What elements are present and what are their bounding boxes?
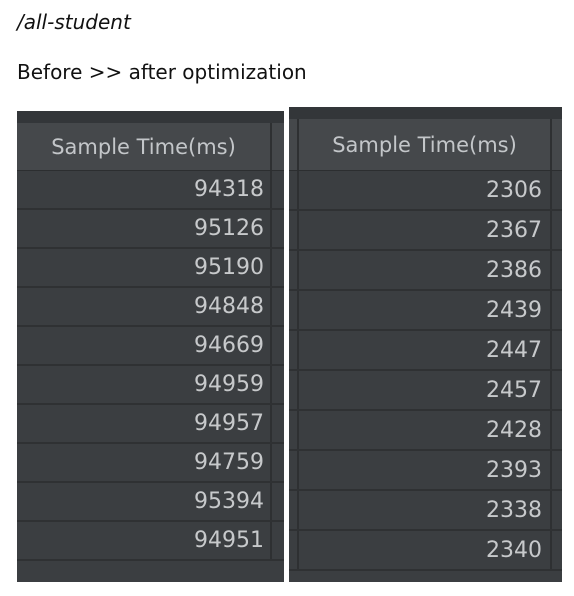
column-divider [297, 451, 299, 489]
table-header: Sample Time(ms) [289, 119, 562, 171]
sample-time-cell: 2306 [486, 177, 542, 203]
column-divider [297, 291, 299, 329]
table-top-strip [289, 107, 562, 119]
table-row[interactable]: 2340 [289, 531, 562, 571]
column-divider [550, 411, 552, 449]
table-header: Sample Time(ms) [17, 123, 284, 171]
table-row[interactable]: 95126 [17, 210, 284, 249]
table-row[interactable]: 2447 [289, 331, 562, 371]
column-divider [270, 249, 272, 286]
sample-time-cell: 94759 [194, 450, 264, 475]
column-divider [550, 291, 552, 329]
column-divider [550, 451, 552, 489]
column-divider [297, 411, 299, 449]
table-row[interactable]: 2439 [289, 291, 562, 331]
page-subtitle: Before >> after optimization [17, 60, 307, 84]
column-divider [297, 171, 299, 209]
after-table-screenshot: Sample Time(ms) 2306 2367 2386 2439 2447 2457… [289, 107, 562, 582]
column-divider [297, 211, 299, 249]
column-divider [297, 331, 299, 369]
table-row[interactable]: 94957 [17, 405, 284, 444]
column-header-sample-time[interactable]: Sample Time(ms) [17, 123, 272, 170]
table-row[interactable]: 94951 [17, 522, 284, 561]
table-row[interactable]: 95394 [17, 483, 284, 522]
table-row[interactable]: 94318 [17, 171, 284, 210]
sample-time-cell: 94669 [194, 333, 264, 358]
sample-time-cell: 2457 [486, 377, 542, 403]
column-divider [270, 405, 272, 442]
column-divider [270, 366, 272, 403]
column-divider [270, 210, 272, 247]
page-title: /all-student [17, 10, 131, 34]
table-row[interactable]: 95190 [17, 249, 284, 288]
column-divider [270, 171, 272, 208]
column-divider [297, 371, 299, 409]
table-row[interactable]: 2306 [289, 171, 562, 211]
sample-time-cell: 2338 [486, 497, 542, 523]
column-divider [270, 483, 272, 520]
column-divider [270, 444, 272, 481]
sample-time-cell: 94951 [194, 528, 264, 553]
table-row[interactable]: 2338 [289, 491, 562, 531]
table-row[interactable]: 2386 [289, 251, 562, 291]
table-body: 94318 95126 95190 94848 94669 94959 94957 94759… [17, 171, 284, 561]
column-divider [550, 531, 552, 569]
sample-time-cell: 94957 [194, 411, 264, 436]
sample-time-cell: 95190 [194, 255, 264, 280]
table-row[interactable]: 94848 [17, 288, 284, 327]
sample-time-cell: 94318 [194, 177, 264, 202]
table-row[interactable]: 94759 [17, 444, 284, 483]
table-row[interactable]: 2428 [289, 411, 562, 451]
column-divider [270, 327, 272, 364]
before-table-screenshot: Sample Time(ms) 94318 95126 95190 94848 9466… [17, 111, 284, 582]
sample-time-cell: 2393 [486, 457, 542, 483]
table-row[interactable]: 2393 [289, 451, 562, 491]
sample-time-cell: 2439 [486, 297, 542, 323]
column-header-sample-time[interactable]: Sample Time(ms) [297, 119, 552, 170]
sample-time-cell: 94848 [194, 294, 264, 319]
table-row[interactable]: 2457 [289, 371, 562, 411]
column-divider [550, 171, 552, 209]
table-row[interactable]: 94669 [17, 327, 284, 366]
column-divider [297, 491, 299, 529]
column-divider [270, 522, 272, 559]
sample-time-cell: 94959 [194, 372, 264, 397]
sample-time-cell: 2428 [486, 417, 542, 443]
column-divider [550, 251, 552, 289]
sample-time-cell: 95126 [194, 216, 264, 241]
column-divider [550, 211, 552, 249]
column-divider [270, 288, 272, 325]
sample-time-cell: 2367 [486, 217, 542, 243]
table-top-strip [17, 111, 284, 123]
column-divider [550, 491, 552, 529]
sample-time-cell: 2386 [486, 257, 542, 283]
column-divider [297, 531, 299, 569]
table-row[interactable]: 94959 [17, 366, 284, 405]
table-row[interactable]: 2367 [289, 211, 562, 251]
table-body: 2306 2367 2386 2439 2447 2457 2428 2393 2338 2340 [289, 171, 562, 571]
sample-time-cell: 2447 [486, 337, 542, 363]
sample-time-cell: 2340 [486, 537, 542, 563]
column-divider [297, 251, 299, 289]
column-divider [550, 371, 552, 409]
column-divider [550, 331, 552, 369]
sample-time-cell: 95394 [194, 489, 264, 514]
